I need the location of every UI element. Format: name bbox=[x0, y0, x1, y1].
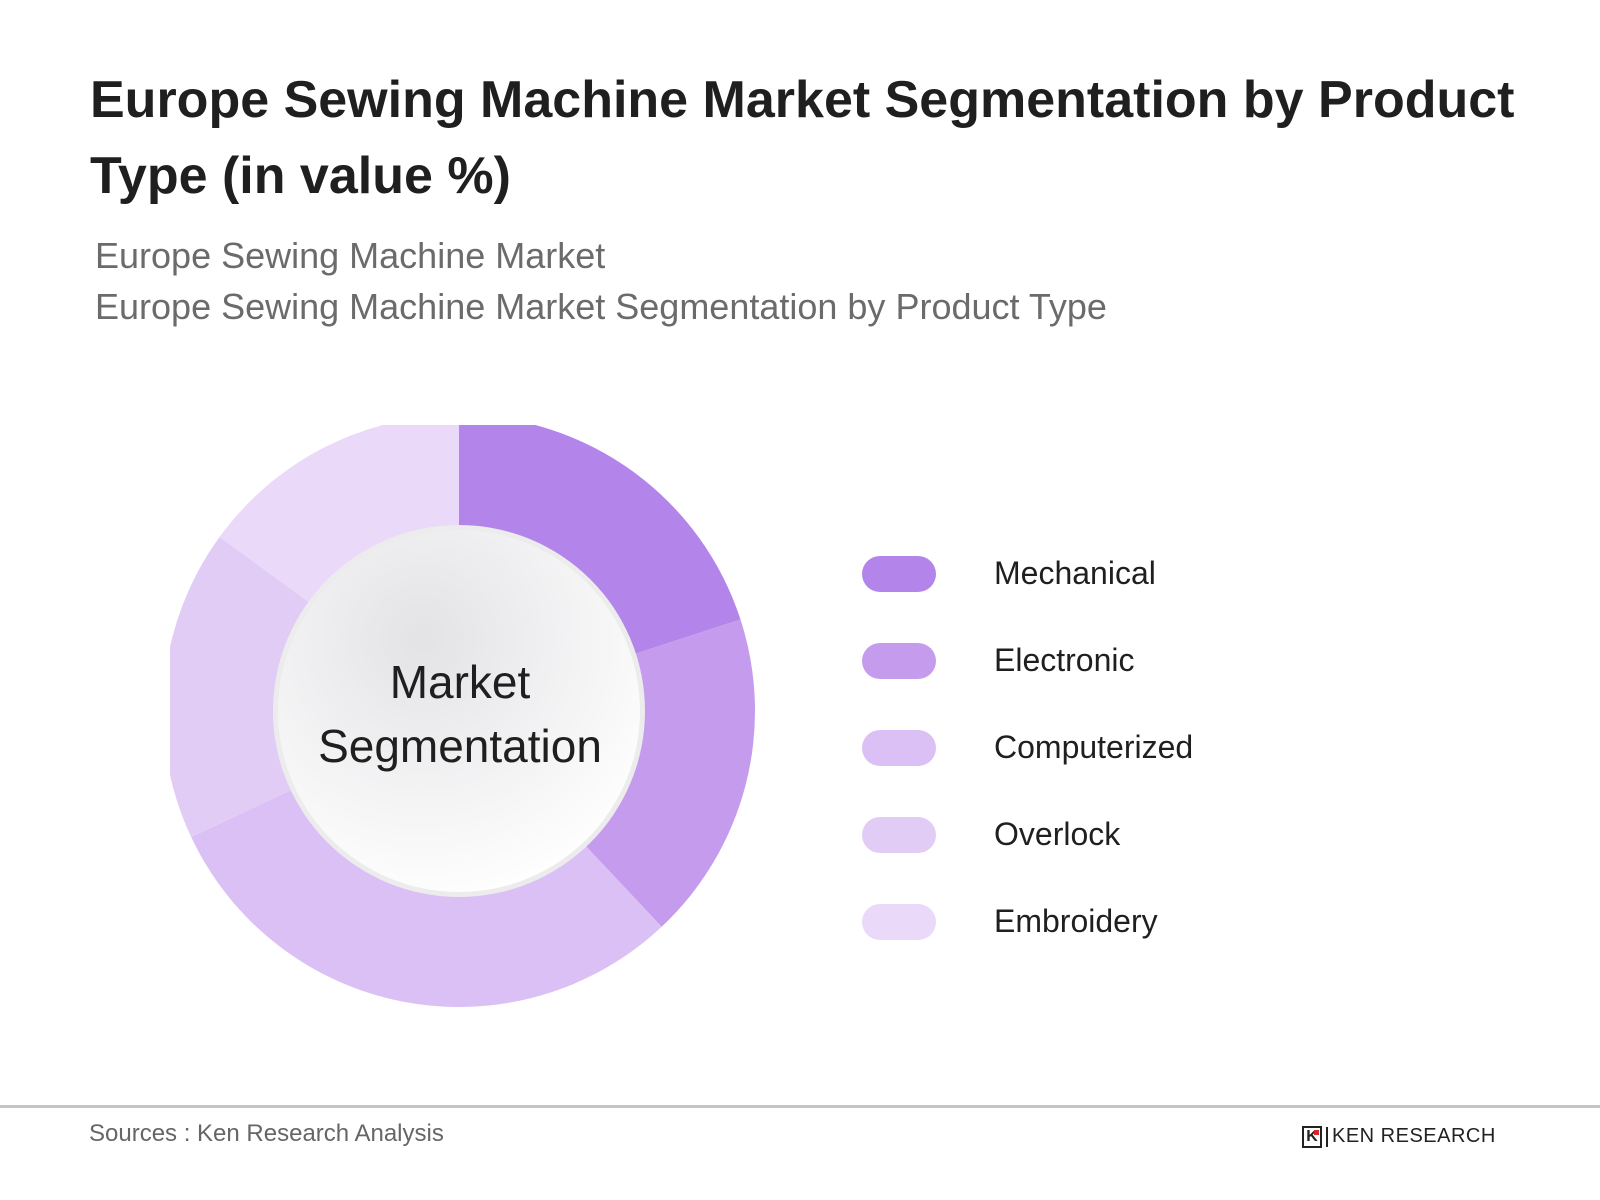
legend-swatch bbox=[862, 729, 936, 766]
subtitle: Europe Sewing Machine Market Europe Sewi… bbox=[95, 230, 1107, 332]
logo-separator bbox=[1326, 1126, 1328, 1147]
footer-divider bbox=[0, 1105, 1600, 1108]
legend-swatch bbox=[862, 903, 936, 940]
ken-research-logo: K KEN RESEARCH bbox=[1302, 1125, 1496, 1148]
legend-item-electronic: Electronic bbox=[862, 617, 1193, 704]
donut-svg bbox=[163, 415, 756, 1007]
legend-label: Embroidery bbox=[994, 903, 1158, 939]
legend-label: Computerized bbox=[994, 729, 1194, 765]
legend-label: Overlock bbox=[994, 816, 1121, 852]
legend-swatch bbox=[862, 642, 936, 679]
legend-label: Mechanical bbox=[994, 555, 1156, 591]
legend-swatch bbox=[862, 555, 936, 592]
subtitle-line-1: Europe Sewing Machine Market bbox=[95, 235, 606, 276]
legend-label: Electronic bbox=[994, 642, 1135, 678]
slice-computerized bbox=[191, 787, 662, 1007]
legend-item-embroidery: Embroidery bbox=[862, 878, 1193, 965]
slice-mechanical bbox=[459, 415, 741, 656]
donut-chart: Market Segmentation bbox=[163, 415, 770, 1025]
slice-overlock bbox=[163, 537, 314, 838]
legend-item-computerized: Computerized bbox=[862, 704, 1193, 791]
legend-swatch bbox=[862, 816, 936, 853]
slice-embroidery bbox=[219, 415, 459, 606]
source-note: Sources : Ken Research Analysis bbox=[89, 1120, 444, 1147]
legend-item-overlock: Overlock bbox=[862, 791, 1193, 878]
logo-text: KEN RESEARCH bbox=[1332, 1125, 1496, 1147]
chart-title: Europe Sewing Machine Market Segmentatio… bbox=[90, 71, 1515, 205]
subtitle-line-2: Europe Sewing Machine Market Segmentatio… bbox=[95, 286, 1107, 327]
center-disc bbox=[278, 530, 640, 892]
legend: Mechanical Electronic Computerized Overl… bbox=[862, 530, 1193, 965]
logo-k-icon: K bbox=[1302, 1125, 1322, 1148]
legend-item-mechanical: Mechanical bbox=[862, 530, 1193, 617]
slice-electronic bbox=[582, 619, 756, 927]
